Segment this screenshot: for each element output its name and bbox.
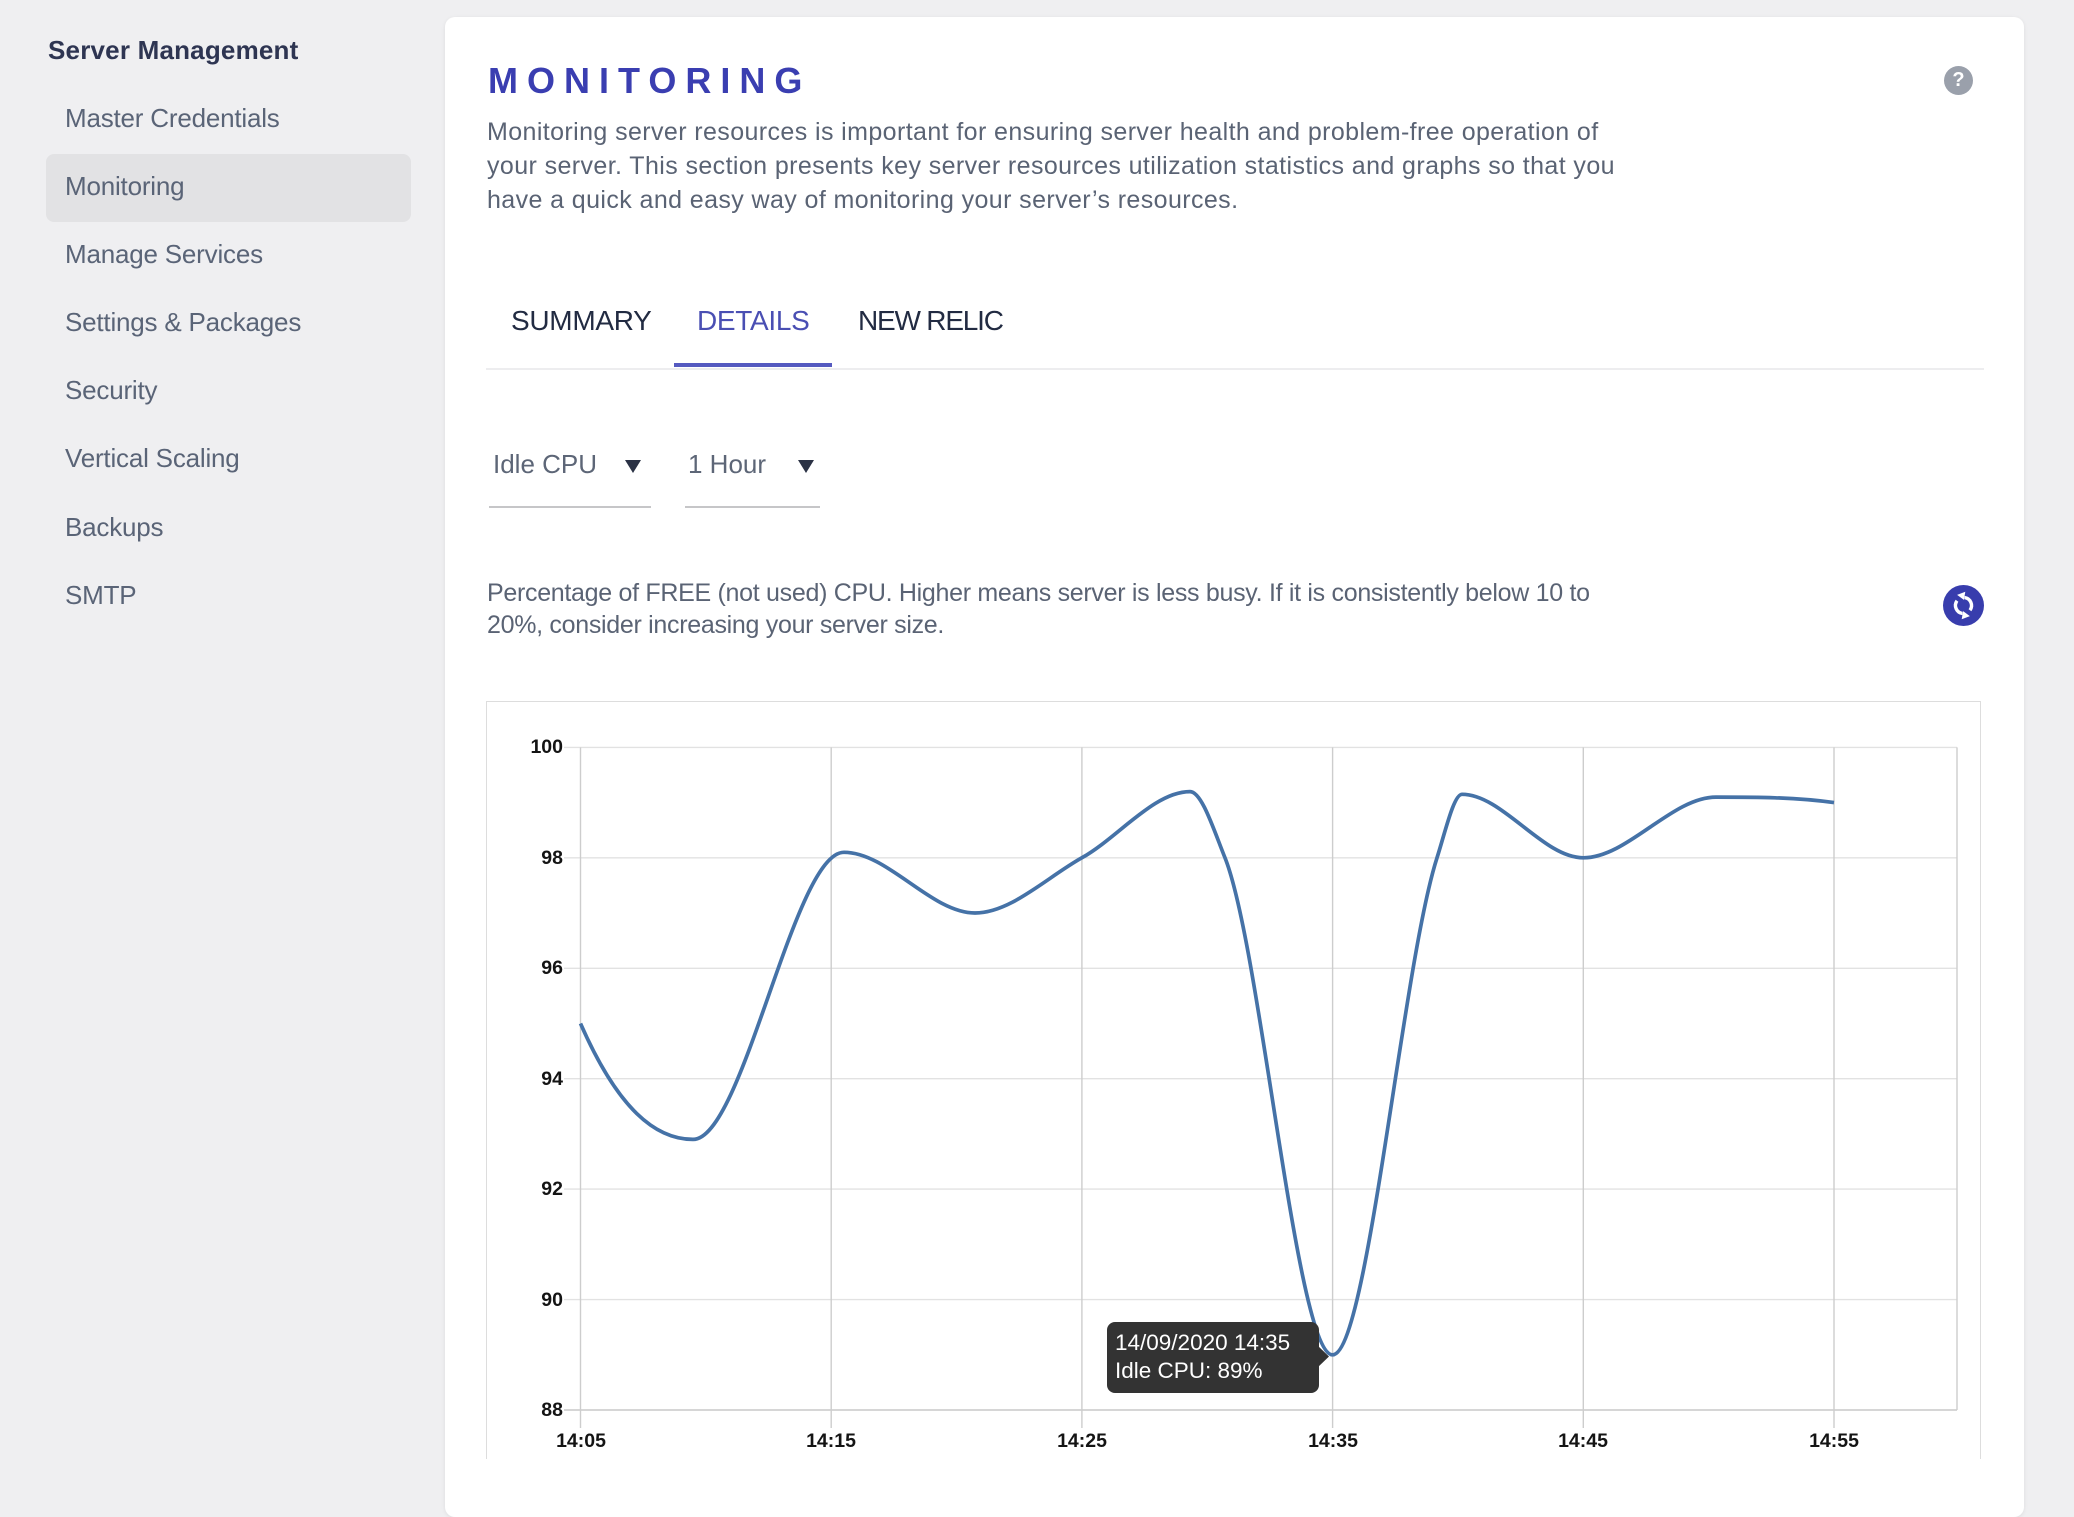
svg-text:14:45: 14:45 [1558,1430,1608,1452]
svg-text:Idle CPU: 89%: Idle CPU: 89% [1115,1358,1263,1383]
svg-text:96: 96 [541,957,563,979]
svg-text:14/09/2020 14:35: 14/09/2020 14:35 [1115,1330,1290,1355]
svg-text:90: 90 [541,1289,563,1311]
svg-text:94: 94 [541,1068,563,1090]
svg-text:100: 100 [530,736,563,758]
svg-text:98: 98 [541,847,563,869]
svg-text:14:05: 14:05 [556,1430,606,1452]
svg-text:92: 92 [541,1178,563,1200]
svg-text:88: 88 [541,1399,563,1421]
svg-text:14:15: 14:15 [806,1430,856,1452]
svg-text:14:25: 14:25 [1057,1430,1107,1452]
svg-text:14:55: 14:55 [1809,1430,1859,1452]
svg-text:14:35: 14:35 [1308,1430,1358,1452]
